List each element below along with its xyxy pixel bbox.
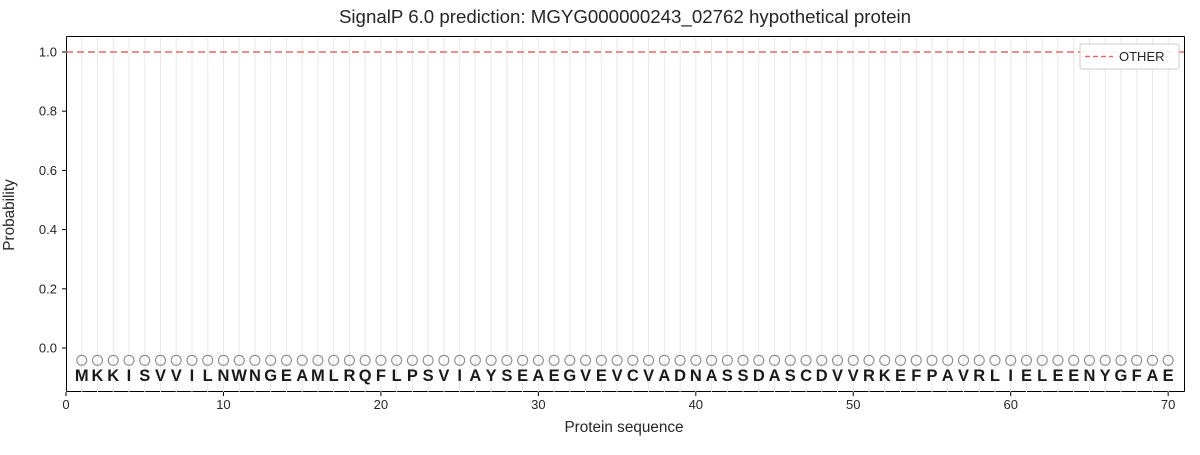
svg-text:V: V [438,367,449,385]
svg-text:20: 20 [374,397,388,412]
svg-text:R: R [343,367,355,385]
svg-text:E: E [281,367,292,385]
svg-text:F: F [911,367,921,385]
svg-text:Y: Y [1100,367,1111,385]
svg-text:S: S [139,367,150,385]
svg-text:I: I [127,367,132,385]
svg-text:10: 10 [216,397,230,412]
svg-text:A: A [469,367,481,385]
svg-text:A: A [942,367,954,385]
svg-text:P: P [926,367,937,385]
svg-text:E: E [517,367,528,385]
svg-text:A: A [296,367,308,385]
svg-text:M: M [311,367,325,385]
svg-text:L: L [1037,367,1047,385]
svg-text:L: L [329,367,339,385]
svg-text:V: V [155,367,166,385]
svg-text:A: A [658,367,670,385]
svg-text:A: A [1146,367,1158,385]
svg-text:V: V [848,367,859,385]
svg-text:A: A [706,367,718,385]
svg-text:Probability: Probability [1,179,18,251]
svg-text:W: W [231,367,247,385]
svg-text:S: S [501,367,512,385]
svg-text:V: V [612,367,623,385]
svg-text:V: V [958,367,969,385]
svg-text:S: S [785,367,796,385]
svg-text:0.2: 0.2 [39,281,57,296]
svg-text:0.0: 0.0 [39,341,57,356]
svg-text:1.0: 1.0 [39,45,57,60]
svg-text:A: A [532,367,544,385]
svg-text:K: K [92,367,104,385]
svg-text:40: 40 [689,397,703,412]
svg-text:OTHER: OTHER [1119,49,1165,64]
svg-text:D: D [816,367,828,385]
svg-text:Q: Q [359,367,372,385]
svg-text:I: I [457,367,462,385]
svg-text:V: V [643,367,654,385]
svg-text:G: G [1115,367,1128,385]
svg-text:C: C [800,367,812,385]
svg-text:30: 30 [531,397,545,412]
svg-text:0.4: 0.4 [39,222,57,237]
svg-text:E: E [596,367,607,385]
svg-text:E: E [549,367,560,385]
svg-text:V: V [580,367,591,385]
svg-text:E: E [895,367,906,385]
svg-text:50: 50 [846,397,860,412]
svg-text:60: 60 [1003,397,1017,412]
svg-text:I: I [1008,367,1013,385]
svg-text:V: V [832,367,843,385]
svg-text:V: V [171,367,182,385]
svg-text:F: F [376,367,386,385]
svg-text:E: E [1163,367,1174,385]
svg-text:R: R [863,367,875,385]
svg-text:R: R [973,367,985,385]
svg-text:70: 70 [1161,397,1175,412]
svg-text:S: S [423,367,434,385]
svg-text:I: I [190,367,195,385]
svg-text:E: E [1052,367,1063,385]
svg-text:N: N [249,367,261,385]
svg-text:D: D [753,367,765,385]
svg-text:M: M [75,367,89,385]
svg-text:G: G [264,367,277,385]
svg-text:0.8: 0.8 [39,104,57,119]
svg-text:G: G [563,367,576,385]
svg-text:Protein sequence: Protein sequence [564,419,683,436]
svg-text:K: K [879,367,891,385]
svg-text:N: N [690,367,702,385]
svg-text:S: S [722,367,733,385]
svg-text:F: F [1132,367,1142,385]
svg-text:L: L [392,367,402,385]
svg-text:C: C [627,367,639,385]
svg-text:K: K [107,367,119,385]
svg-text:0.6: 0.6 [39,163,57,178]
svg-text:L: L [990,367,1000,385]
svg-text:N: N [217,367,229,385]
svg-text:A: A [769,367,781,385]
svg-text:P: P [407,367,418,385]
svg-text:0: 0 [62,397,69,412]
svg-text:E: E [1021,367,1032,385]
svg-text:N: N [1083,367,1095,385]
svg-text:D: D [674,367,686,385]
svg-text:L: L [203,367,213,385]
svg-text:E: E [1068,367,1079,385]
svg-text:SignalP 6.0 prediction: MGYG00: SignalP 6.0 prediction: MGYG000000243_02… [339,6,911,28]
svg-text:S: S [738,367,749,385]
svg-text:Y: Y [486,367,497,385]
